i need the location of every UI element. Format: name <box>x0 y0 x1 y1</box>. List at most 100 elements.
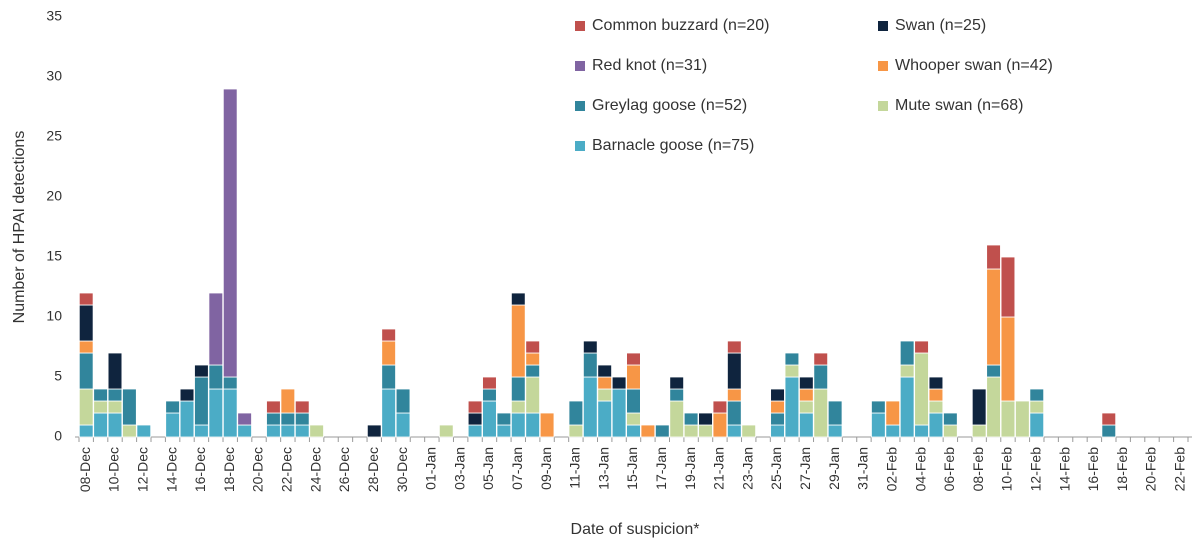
x-tick-label: 26-Dec <box>336 447 352 492</box>
x-tick-label: 11-Jan <box>567 447 583 489</box>
x-tick-label: 18-Feb <box>1114 447 1130 492</box>
x-tick-label: 14-Feb <box>1056 447 1072 492</box>
bar-segment <box>395 388 411 414</box>
bar-segment <box>727 424 742 438</box>
bar-segment <box>165 412 180 438</box>
bar-segment <box>467 400 483 414</box>
bar-segment <box>669 400 685 438</box>
x-tick-label: 07-Jan <box>509 447 525 490</box>
bar-segment <box>712 412 728 438</box>
bar-segment <box>280 424 296 438</box>
bar-segment <box>381 328 396 342</box>
legend-label: Whooper swan (n=42) <box>895 57 1053 74</box>
bar-segment <box>784 364 800 378</box>
legend-label: Barnacle goose (n=75) <box>592 137 754 154</box>
bar-segment <box>266 424 281 438</box>
bar-segment <box>611 388 627 438</box>
x-tick-label: 24-Dec <box>307 447 323 492</box>
bar-segment <box>496 412 512 426</box>
bar-segment <box>669 376 685 390</box>
bar-segment <box>683 412 699 426</box>
bar-segment <box>1015 400 1030 438</box>
bar-segment <box>799 376 814 390</box>
bar-segment <box>280 412 296 426</box>
bar-segment <box>799 412 814 438</box>
bar-segment <box>208 388 224 438</box>
bar-segment <box>510 412 526 438</box>
legend-label: Mute swan (n=68) <box>895 97 1024 114</box>
x-tick-label: 05-Jan <box>480 447 496 490</box>
y-tick-label: 20 <box>46 188 62 204</box>
x-tick-label: 16-Feb <box>1085 447 1101 492</box>
x-tick-label: 06-Feb <box>941 447 957 492</box>
y-tick-label: 35 <box>46 8 62 24</box>
bar-segment <box>727 388 742 402</box>
bar-segment <box>799 400 814 414</box>
x-tick-label: 10-Feb <box>999 447 1015 492</box>
bar-segment <box>914 352 929 426</box>
bar-segment <box>727 340 742 354</box>
bar-segment <box>539 412 555 438</box>
bar-segment <box>683 424 699 438</box>
bar-segment <box>813 352 829 366</box>
bar-segment <box>194 424 209 438</box>
x-tick-label: 12-Feb <box>1027 447 1043 492</box>
x-tick-label: 22-Feb <box>1172 447 1188 492</box>
bar-segment <box>78 304 94 342</box>
bar-segment <box>122 388 137 426</box>
y-tick-label: 0 <box>54 428 62 444</box>
bar-segment <box>626 424 641 438</box>
bar-segment <box>366 424 382 438</box>
bar-segment <box>179 400 195 438</box>
x-tick-label: 04-Feb <box>912 447 928 492</box>
bar-segment <box>712 400 728 414</box>
bar-segment <box>438 424 454 438</box>
bar-segment <box>294 424 310 438</box>
bar-segment <box>309 424 324 438</box>
bar-segment <box>640 424 656 438</box>
bar-segment <box>885 424 901 438</box>
bar-segment <box>496 424 512 438</box>
bar-segment <box>107 388 123 402</box>
bar-segment <box>582 352 598 378</box>
bar-segment <box>280 388 296 414</box>
x-tick-label: 02-Feb <box>883 447 899 492</box>
legend-label: Swan (n=25) <box>895 17 986 34</box>
bar-segment <box>510 400 526 414</box>
x-tick-label: 15-Jan <box>624 447 640 490</box>
bar-segment <box>582 340 598 354</box>
bar-segment <box>237 412 252 426</box>
bar-segment <box>93 388 108 402</box>
y-tick-label: 30 <box>46 68 62 84</box>
bar-segment <box>986 244 1001 270</box>
bar-segment <box>813 388 829 438</box>
bar-segment <box>568 424 584 438</box>
bar-segment <box>986 268 1001 366</box>
bar-segment <box>770 412 785 426</box>
x-tick-label: 19-Jan <box>682 447 698 490</box>
bar-segment <box>510 292 526 306</box>
x-tick-label: 16-Dec <box>192 447 208 492</box>
bar-segment <box>943 424 958 438</box>
legend-swatch <box>878 61 888 71</box>
bar-segment <box>770 388 785 402</box>
bar-segment <box>626 412 641 426</box>
bar-segment <box>525 364 540 378</box>
bar-segment <box>93 412 108 438</box>
bar-segment <box>626 388 641 414</box>
bar-segment <box>1029 400 1045 414</box>
bar-segment <box>928 400 944 414</box>
bar-segment <box>784 352 800 366</box>
bar-segment <box>136 424 152 438</box>
legend-swatch <box>878 21 888 31</box>
bar-segment <box>986 376 1001 438</box>
bar-segment <box>194 376 209 426</box>
bar-segment <box>107 352 123 390</box>
x-tick-label: 27-Jan <box>797 447 813 490</box>
x-tick-label: 08-Dec <box>77 447 93 492</box>
bar-segment <box>597 400 612 438</box>
y-tick-label: 5 <box>54 368 62 384</box>
bar-segment <box>799 388 814 402</box>
bar-segment <box>568 400 584 426</box>
